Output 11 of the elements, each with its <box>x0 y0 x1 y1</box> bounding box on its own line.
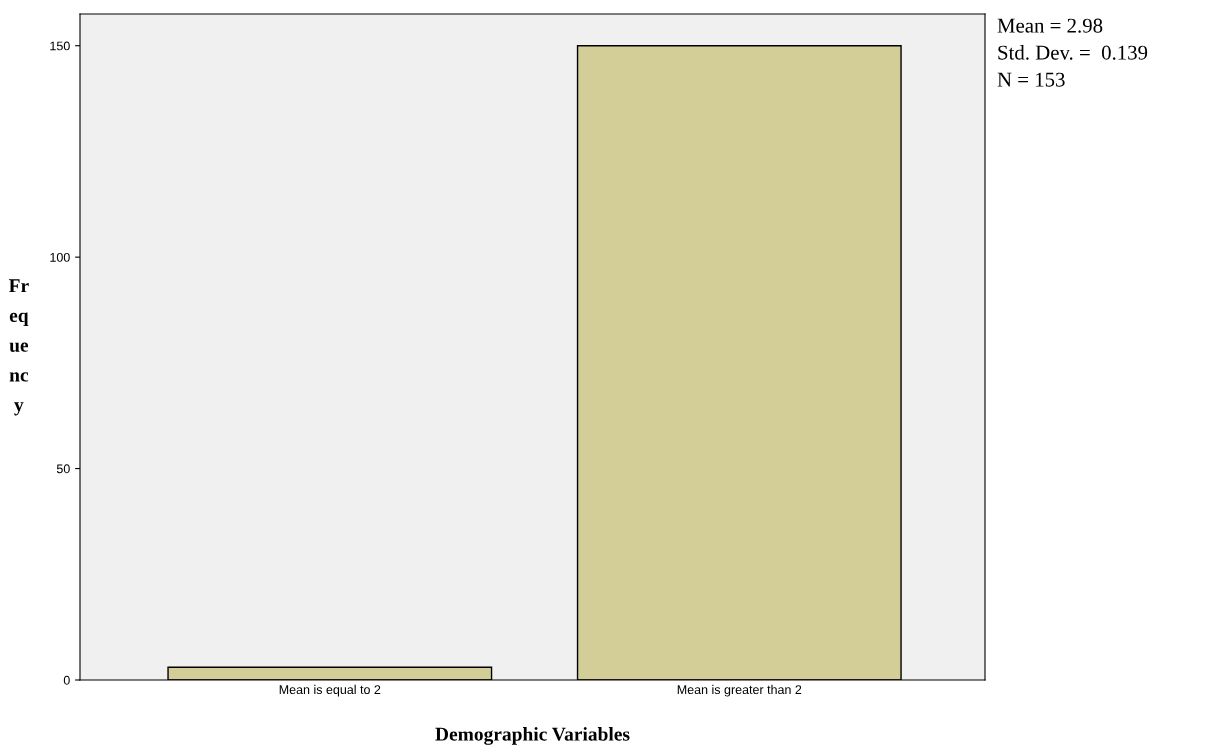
text: N = 153 <box>997 72 1065 87</box>
y-tick-label: 150 <box>50 41 70 51</box>
text: Std. Dev. = 0.139 <box>998 45 1148 60</box>
x-axis-title: Demographic Variables <box>435 727 630 745</box>
x-tick-label: Mean is equal to 2 <box>279 684 381 697</box>
y-axis-title: Fr eq ue nc y <box>8 279 29 416</box>
x-tick-label: Mean is greater than 2 <box>677 684 802 697</box>
text: Mean = 2.98 <box>997 18 1103 33</box>
y-tick-label: 0 <box>63 675 70 685</box>
y-tick-label: 50 <box>56 464 70 474</box>
y-tick-label: 100 <box>50 252 70 262</box>
